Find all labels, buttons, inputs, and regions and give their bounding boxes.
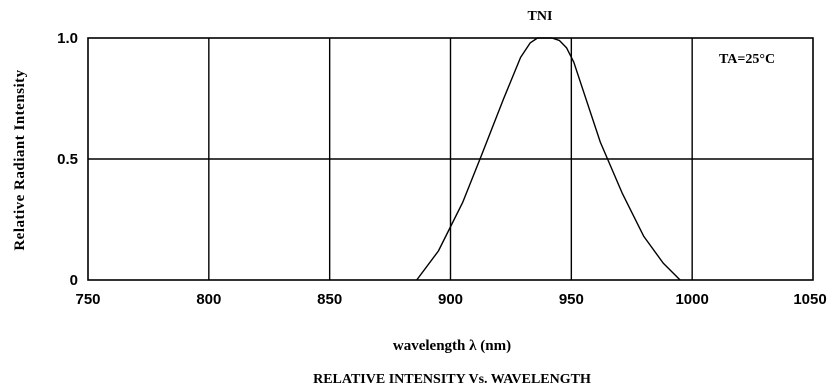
- y-tick-label: 0.5: [57, 151, 78, 168]
- chart-title: TNI: [528, 9, 553, 24]
- series-line: [416, 37, 681, 281]
- x-tick-label: 900: [438, 291, 463, 308]
- x-tick-label: 1000: [675, 291, 708, 308]
- x-tick-label: 950: [559, 291, 584, 308]
- chart-caption: RELATIVE INTENSITY Vs. WAVELENGTH: [313, 372, 591, 387]
- plot-frame: [87, 37, 814, 281]
- temperature-annotation: TA=25°C: [719, 52, 775, 67]
- y-tick-label: 1.0: [57, 30, 78, 47]
- x-tick-label: 1050: [793, 291, 826, 308]
- x-tick-label: 750: [75, 291, 100, 308]
- x-tick-labels: 750 800 850 900 950 1000 1050: [75, 291, 826, 308]
- y-tick-label: 0: [70, 272, 78, 289]
- y-tick-labels: 0 0.5 1.0: [57, 30, 78, 289]
- x-axis-label: wavelength λ (nm): [393, 338, 511, 354]
- x-tick-label: 800: [196, 291, 221, 308]
- y-axis-label: Relative Radiant Intensity: [12, 69, 28, 250]
- x-tick-label: 850: [317, 291, 342, 308]
- grid-lines: [88, 38, 813, 280]
